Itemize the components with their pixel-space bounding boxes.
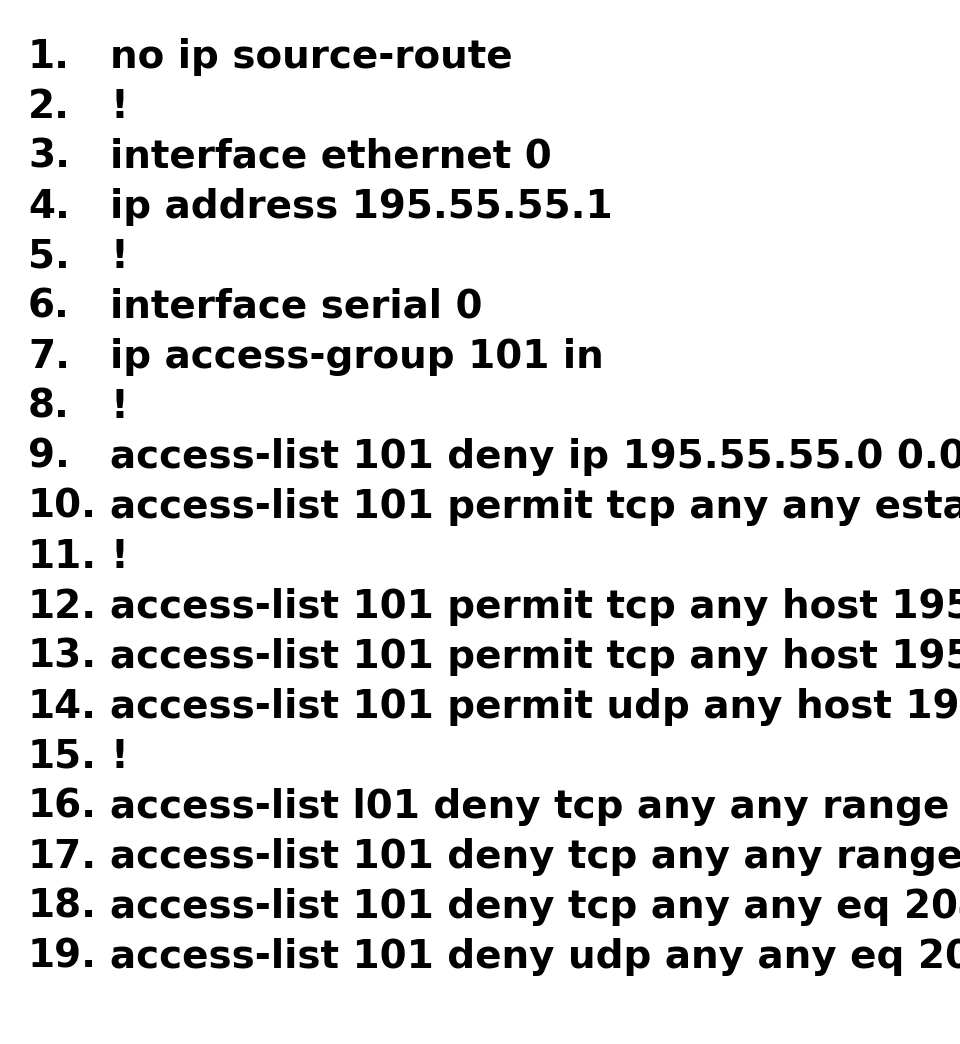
Text: access-list 101 deny tcp any any eq 2049: access-list 101 deny tcp any any eq 2049 [110, 888, 960, 926]
Text: 12.: 12. [28, 588, 97, 626]
Text: 4.: 4. [28, 188, 70, 226]
Text: access-list 101 permit udp any host 192.55.55.10 eq dns: access-list 101 permit udp any host 192.… [110, 688, 960, 726]
Text: 9.: 9. [28, 438, 70, 476]
Text: no ip source-route: no ip source-route [110, 38, 513, 76]
Text: 10.: 10. [28, 488, 97, 526]
Text: 3.: 3. [28, 138, 70, 176]
Text: 11.: 11. [28, 538, 97, 576]
Text: !: ! [110, 388, 128, 426]
Text: ip access-group 101 in: ip access-group 101 in [110, 338, 604, 376]
Text: access-list 101 permit tcp any host 195.55.55.10 eq smtp: access-list 101 permit tcp any host 195.… [110, 588, 960, 626]
Text: 6.: 6. [28, 288, 70, 326]
Text: 8.: 8. [28, 388, 70, 426]
Text: 1.: 1. [28, 38, 70, 76]
Text: 15.: 15. [28, 738, 97, 776]
Text: 2.: 2. [28, 88, 70, 126]
Text: access-list 101 permit tcp any host 195.55.55.10 eq dns: access-list 101 permit tcp any host 195.… [110, 638, 960, 677]
Text: !: ! [110, 238, 128, 276]
Text: interface serial 0: interface serial 0 [110, 288, 483, 326]
Text: access-list l01 deny tcp any any range 6000 6003: access-list l01 deny tcp any any range 6… [110, 788, 960, 826]
Text: access-list 101 deny ip 195.55.55.0 0.0.0.255: access-list 101 deny ip 195.55.55.0 0.0.… [110, 438, 960, 476]
Text: access-list 101 deny udp any any eq 204: access-list 101 deny udp any any eq 204 [110, 938, 960, 976]
Text: !: ! [110, 738, 128, 776]
Text: access-list 101 deny tcp any any range 2000 2003: access-list 101 deny tcp any any range 2… [110, 838, 960, 876]
Text: interface ethernet 0: interface ethernet 0 [110, 138, 552, 176]
Text: 16.: 16. [28, 788, 97, 826]
Text: 19.: 19. [28, 938, 97, 976]
Text: 17.: 17. [28, 838, 97, 876]
Text: ip address 195.55.55.1: ip address 195.55.55.1 [110, 188, 612, 226]
Text: !: ! [110, 88, 128, 126]
Text: !: ! [110, 538, 128, 576]
Text: 5.: 5. [28, 238, 70, 276]
Text: 13.: 13. [28, 638, 97, 677]
Text: access-list 101 permit tcp any any established: access-list 101 permit tcp any any estab… [110, 488, 960, 526]
Text: 18.: 18. [28, 888, 97, 926]
Text: 14.: 14. [28, 688, 97, 726]
Text: 7.: 7. [28, 338, 70, 376]
